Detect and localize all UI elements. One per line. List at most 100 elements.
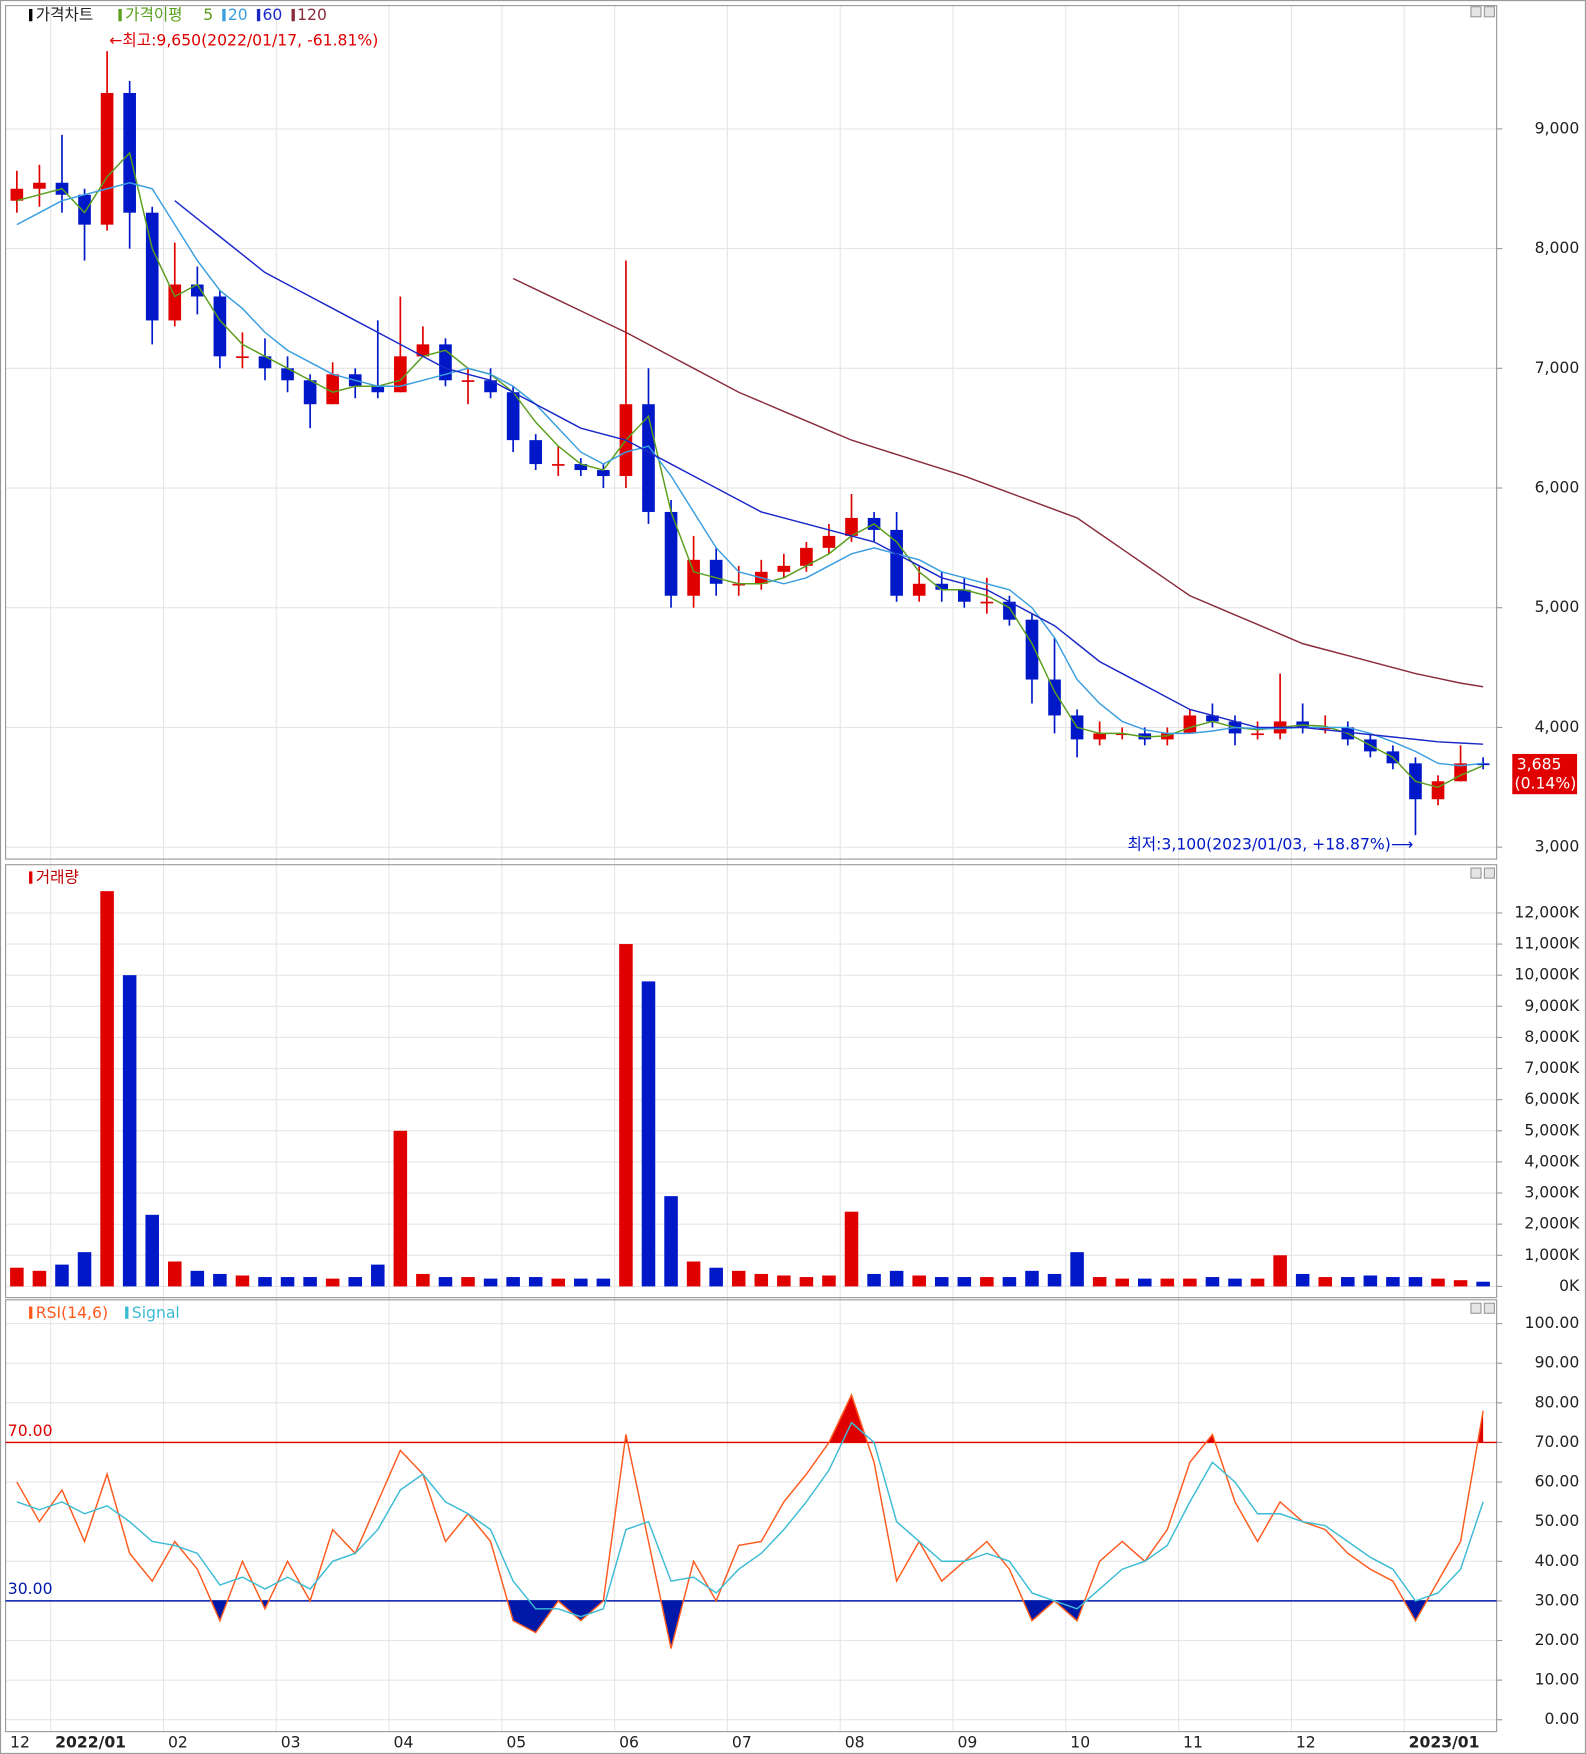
volume-bar	[32, 1270, 47, 1287]
high-annotation: ←최고:9,650(2022/01/17, -61.81%)	[109, 31, 378, 50]
last-change: (0.14%)	[1515, 774, 1577, 793]
volume-bar	[100, 891, 114, 1287]
candle-body	[574, 464, 588, 471]
moving-average	[174, 200, 1484, 745]
candle-body	[935, 583, 949, 590]
volume-bar	[596, 1278, 611, 1287]
y-tick-label: 11,000K	[1514, 934, 1580, 953]
candle-body	[912, 583, 926, 596]
level-label: 30.00	[8, 1579, 53, 1598]
volume-bar	[1273, 1255, 1287, 1287]
volume-bar	[1115, 1278, 1129, 1287]
volume-bar	[957, 1277, 972, 1287]
y-tick-label: 3,000K	[1524, 1183, 1580, 1202]
y-tick-label: 4,000	[1535, 717, 1580, 736]
volume-bar	[1318, 1277, 1332, 1287]
y-tick-label: 5,000K	[1524, 1120, 1580, 1139]
y-tick-label: 8,000K	[1524, 1027, 1580, 1046]
x-tick-label: 2023/01	[1409, 1732, 1480, 1751]
volume-bar	[438, 1277, 453, 1287]
volume-bar	[1205, 1277, 1220, 1287]
y-tick-label: 20.00	[1535, 1630, 1580, 1649]
y-tick-label: 2,000K	[1524, 1214, 1580, 1233]
price-pane	[5, 5, 1498, 860]
legend-marker	[125, 1306, 129, 1319]
legend-label: Signal	[132, 1303, 180, 1322]
volume-bar	[934, 1277, 949, 1287]
y-tick-label: 100.00	[1525, 1313, 1580, 1332]
volume-bar	[1092, 1277, 1107, 1287]
volume-bar	[506, 1277, 520, 1287]
x-tick-label: 2022/01	[55, 1732, 126, 1751]
legend-label: 5	[203, 5, 213, 24]
volume-bar	[77, 1252, 92, 1287]
volume-bar	[1363, 1275, 1378, 1287]
candle-body	[1206, 715, 1219, 722]
x-tick-label: 07	[732, 1732, 752, 1751]
volume-bar	[416, 1273, 430, 1287]
volume-bar	[122, 975, 137, 1287]
volume-bar	[1250, 1278, 1265, 1287]
y-tick-label: 7,000K	[1524, 1058, 1580, 1077]
volume-bar	[371, 1264, 385, 1287]
candle-body	[416, 344, 430, 357]
candle-body	[664, 511, 678, 596]
candle-body	[529, 440, 543, 465]
grid	[5, 5, 1497, 1732]
candle-body	[822, 535, 836, 548]
pane-buttons	[1470, 6, 1495, 1314]
candle-body	[10, 188, 24, 201]
y-tick-label: 5,000	[1535, 597, 1580, 616]
candle-body	[1093, 733, 1106, 740]
volume-bar	[1137, 1278, 1152, 1287]
candle-body	[461, 380, 475, 382]
volume-bar	[641, 981, 656, 1287]
x-tick-label: 09	[957, 1732, 977, 1751]
y-tick-label: 8,000	[1535, 238, 1580, 257]
candle-body	[551, 464, 565, 466]
volume-bar	[754, 1273, 769, 1287]
volume-bar	[709, 1267, 723, 1287]
candle-body	[484, 380, 497, 393]
y-tick-label: 90.00	[1535, 1353, 1580, 1372]
volume-bar	[393, 1130, 408, 1287]
volume-bar	[1070, 1252, 1084, 1287]
candle-body	[281, 368, 294, 381]
candle-body	[1476, 763, 1490, 766]
candle-body	[145, 212, 159, 321]
candle-body	[168, 284, 182, 321]
y-tick-label: 30.00	[1535, 1590, 1580, 1609]
volume-bar	[1183, 1278, 1197, 1287]
legend-ma-title: 가격이평	[125, 5, 182, 24]
candle-body	[78, 194, 91, 225]
rsi-pane	[5, 1299, 1498, 1733]
volume-bar	[10, 1267, 24, 1287]
legend-marker	[29, 1306, 33, 1319]
volume-bar	[867, 1273, 881, 1287]
level-label: 70.00	[8, 1421, 53, 1440]
candle-body	[303, 380, 317, 405]
legend-label: 20	[228, 5, 248, 24]
candle-body	[709, 559, 723, 584]
volume-bar	[686, 1261, 701, 1287]
low-annotation: 최저:3,100(2023/01/03, +18.87%)⟶	[1127, 835, 1413, 854]
volume-bar	[325, 1278, 340, 1287]
volume-bar	[1047, 1273, 1062, 1287]
y-tick-label: 3,000	[1535, 837, 1580, 856]
y-tick-label: 9,000K	[1524, 996, 1580, 1015]
volume-bar	[731, 1270, 746, 1287]
candle-body	[1183, 715, 1197, 734]
rsi-legend: RSI(14,6) Signal	[29, 1303, 180, 1322]
x-tick-label: 08	[845, 1732, 865, 1751]
moving-average	[16, 182, 1484, 767]
x-tick-label: 12	[1296, 1732, 1316, 1751]
volume-bar	[303, 1277, 317, 1287]
candle-body	[687, 559, 700, 596]
volume-bar	[1025, 1270, 1039, 1287]
volume-bar	[280, 1277, 295, 1287]
volume-bar	[822, 1275, 836, 1287]
candle-body	[213, 296, 227, 357]
volume-bar	[1386, 1277, 1400, 1287]
